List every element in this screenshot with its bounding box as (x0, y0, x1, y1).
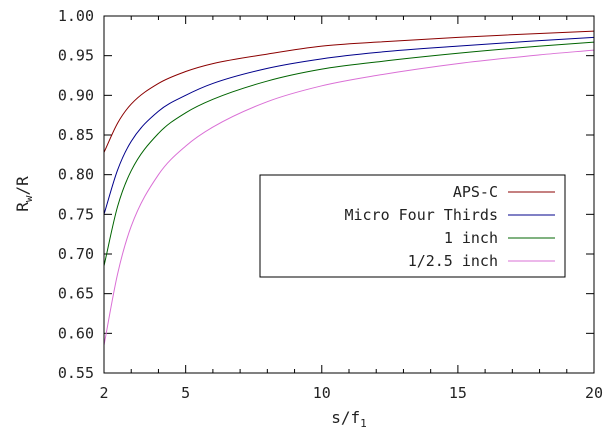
y-axis-label: Rw/R (13, 176, 35, 212)
y-axis-label-base: R (13, 202, 32, 212)
legend: APS-C Micro Four Thirds 1 inch 1/2.5 inch (260, 175, 565, 277)
y-tick-label: 0.55 (58, 364, 94, 382)
legend-label: 1 inch (444, 229, 498, 247)
legend-label: APS-C (453, 183, 498, 201)
x-axis-label: s/f1 (331, 408, 367, 430)
x-axis-label-subscript: 1 (360, 417, 367, 430)
y-tick-label: 0.80 (58, 166, 94, 184)
y-tick-label: 0.95 (58, 47, 94, 65)
y-tick-label: 0.65 (58, 285, 94, 303)
x-tick-label: 10 (313, 384, 331, 402)
y-tick-label: 0.60 (58, 324, 94, 342)
x-tick-label: 5 (181, 384, 190, 402)
y-tick-label: 0.70 (58, 245, 94, 263)
x-tick-label: 2 (99, 384, 108, 402)
y-axis-label-tail: /R (13, 176, 32, 196)
y-tick-label: 0.85 (58, 126, 94, 144)
x-tick-label: 20 (585, 384, 603, 402)
x-axis-label-base: s/f (331, 408, 360, 427)
x-tick-labels: 2 5 10 15 20 (99, 384, 603, 402)
y-tick-label: 0.75 (58, 205, 94, 223)
legend-label: Micro Four Thirds (344, 206, 498, 224)
x-tick-label: 15 (449, 384, 467, 402)
series-line (104, 31, 594, 152)
y-tick-labels: 0.55 0.60 0.65 0.70 0.75 0.80 0.85 0.90 0.95 1.00 (58, 7, 94, 382)
y-tick-label: 0.90 (58, 86, 94, 104)
y-tick-label: 1.00 (58, 7, 94, 25)
legend-label: 1/2.5 inch (408, 252, 498, 270)
